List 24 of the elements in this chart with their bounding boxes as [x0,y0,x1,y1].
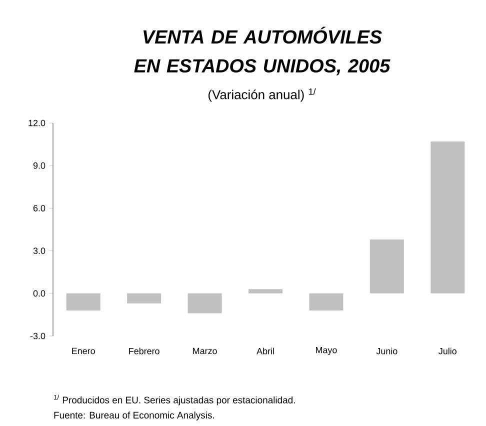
x-tick-label: Julio [438,348,456,354]
bar [127,293,162,304]
bar [430,141,465,294]
y-tick-label: -3.0 [30,332,46,340]
bar [248,289,283,294]
chart-title: VENTA DE AUTOMÓVILES EN ESTADOS UNIDOS, 2005 [134,26,390,76]
y-tick-label: 9.0 [33,162,46,169]
bar [309,293,344,310]
bar [370,239,404,294]
y-tick-label: 3.0 [33,248,46,254]
x-tick-label: Febrero [129,348,160,354]
bar [188,293,222,314]
y-tick-label: 12.0 [28,120,46,126]
source-note: Fuente: Bureau of Economic Analysis. [54,412,214,420]
x-tick-label: Abril [256,348,274,354]
x-tick-label: Enero [72,348,95,354]
text: $^{1/}$ Producidos en EU. Series ajustadas por estacionalidad. [54,394,295,406]
chart-subtitle: (Variación anual) $^{1/}$ [208,88,316,102]
y-tick-label: 6.0 [33,205,46,212]
bar [66,293,100,310]
x-tick-label: Marzo [193,348,217,354]
x-tick-label: Junio [376,348,398,354]
x-tick-label: Mayo [316,346,337,356]
y-tick-label: 0.0 [33,290,46,297]
